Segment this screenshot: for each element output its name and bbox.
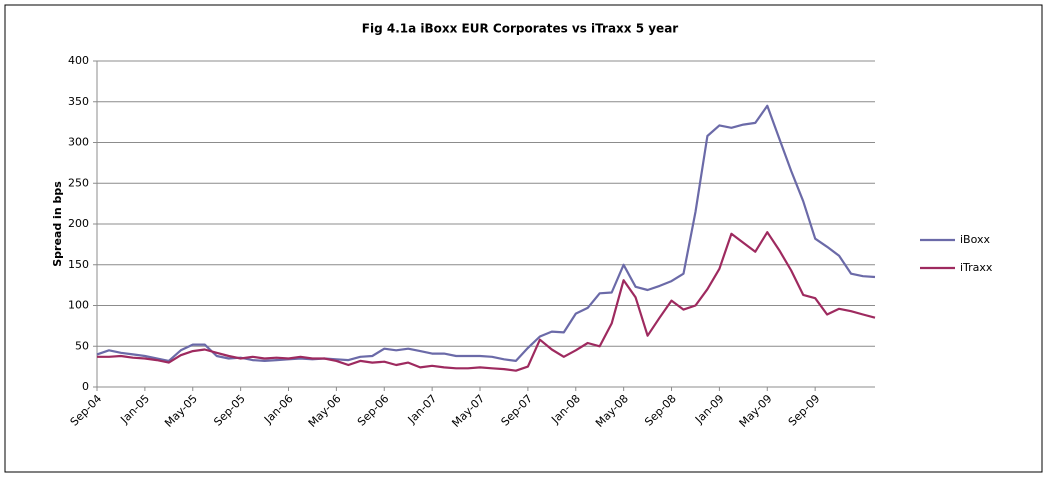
legend-label: iTraxx: [960, 261, 993, 274]
y-tick-label: 0: [82, 380, 89, 393]
legend-label: iBoxx: [960, 233, 991, 246]
series-line: [96, 104, 876, 362]
y-tick-label: 150: [68, 258, 89, 271]
series-line: [97, 231, 876, 372]
y-tick-label: 300: [68, 136, 89, 149]
chart-title: Fig 4.1a iBoxx EUR Corporates vs iTraxx …: [362, 22, 679, 36]
y-tick-label: 400: [68, 54, 89, 67]
y-axis-title: Spread in bps: [51, 181, 64, 267]
y-tick-label: 200: [68, 217, 89, 230]
y-tick-label: 250: [68, 176, 89, 189]
y-tick-label: 50: [75, 339, 89, 352]
y-tick-label: 100: [68, 299, 89, 312]
chart-frame: [4, 4, 1043, 473]
y-tick-label: 350: [68, 95, 89, 108]
